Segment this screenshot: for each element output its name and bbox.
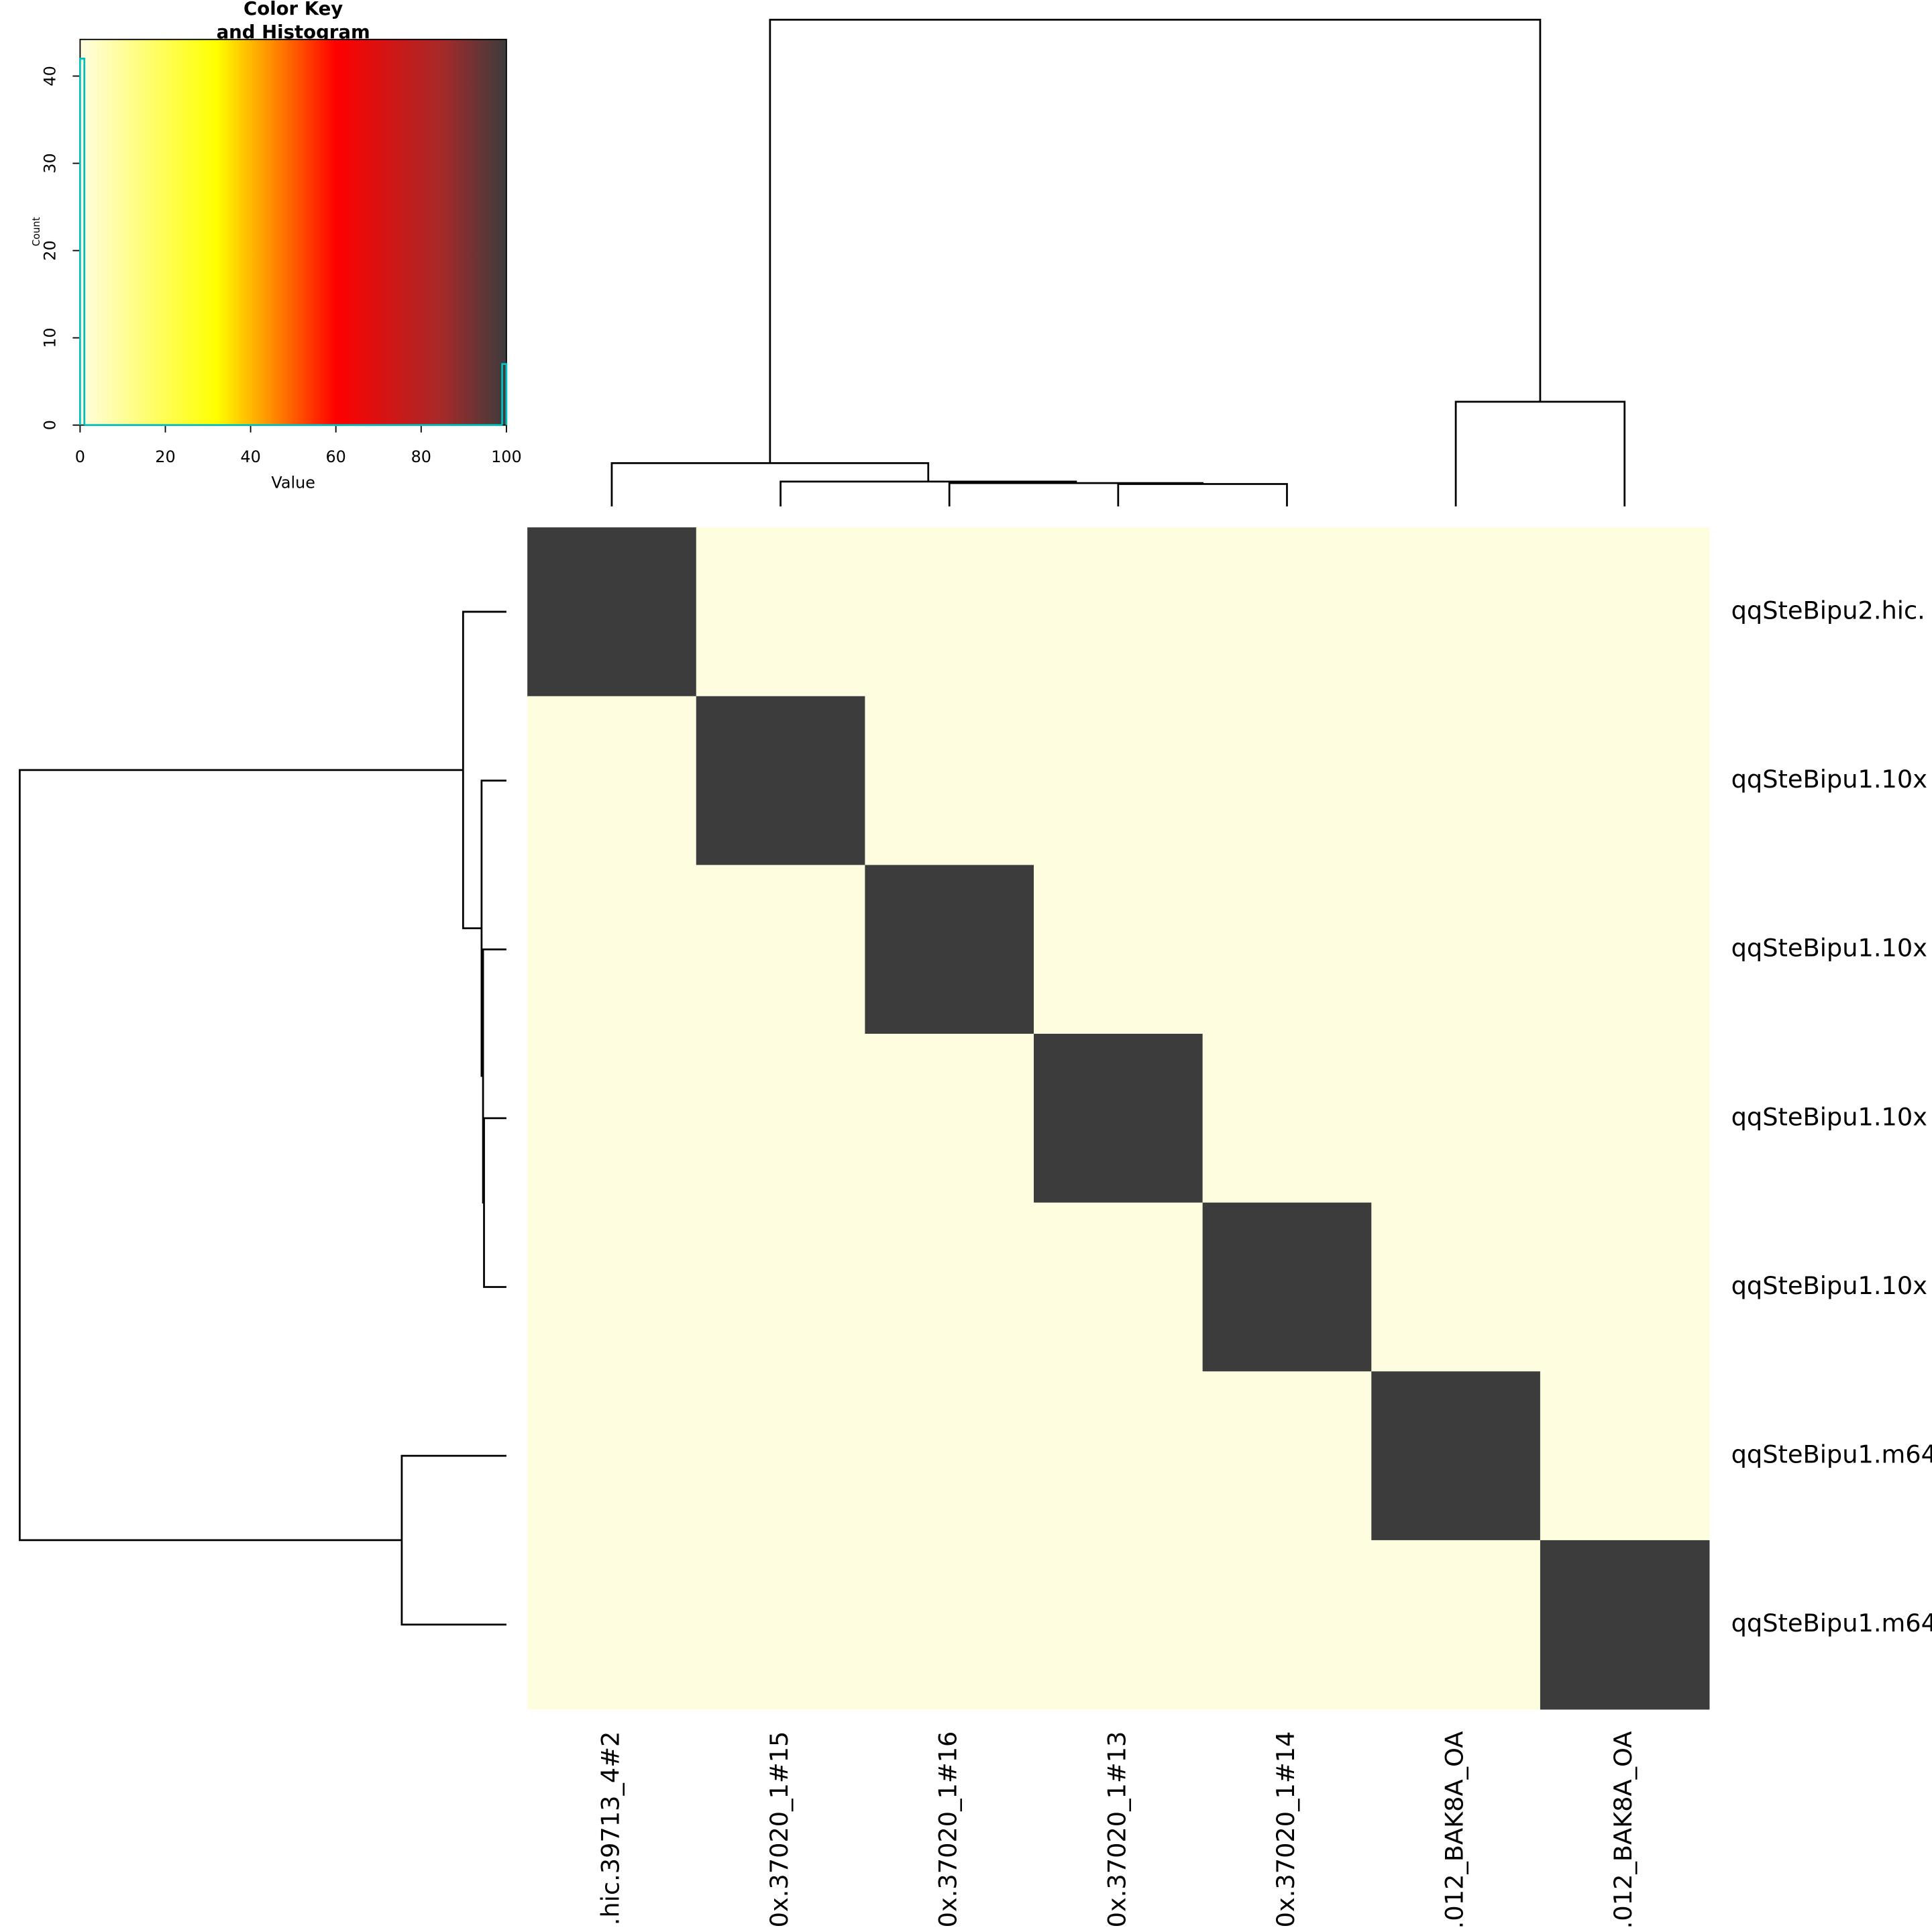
- heatmap-cell: [1540, 696, 1710, 866]
- heatmap-cell: [1540, 865, 1710, 1034]
- column-label: 0x.37020_1#15: [765, 1731, 794, 1928]
- x-tick-label: 20: [155, 447, 175, 466]
- y-tick-label: 30: [41, 153, 60, 173]
- row-dendrogram-link: [480, 780, 506, 1077]
- y-tick-label: 20: [41, 240, 60, 260]
- heatmap-cell: [527, 696, 697, 866]
- heatmap-cell: [1034, 1540, 1203, 1710]
- column-dendrogram-link: [1117, 483, 1288, 506]
- row-label: qqSteBipu1.m64: [1731, 1609, 1932, 1638]
- heatmap-cell: [1202, 527, 1373, 697]
- row-dendrogram-link: [400, 1454, 506, 1626]
- x-tick-label: 60: [326, 447, 346, 466]
- heatmap-cell: [865, 1202, 1034, 1373]
- heatmap-cell: [1371, 1202, 1541, 1373]
- heatmap-cell: [1540, 1202, 1710, 1373]
- row-label: qqSteBipu1.10x: [1731, 934, 1927, 963]
- heatmap-cell: [1202, 1371, 1373, 1541]
- heatmap-cell: [696, 527, 866, 697]
- heatmap-cell: [1034, 1202, 1203, 1373]
- heatmap-cell: [1034, 1371, 1203, 1541]
- heatmap-cell: [865, 865, 1034, 1034]
- heatmap-cell: [696, 696, 866, 866]
- heatmap-cell: [1371, 1371, 1541, 1541]
- heatmap-cell: [527, 1371, 697, 1541]
- heatmap-cell: [1034, 865, 1203, 1034]
- x-tick-label: 100: [491, 447, 522, 466]
- column-dendrogram-link: [610, 462, 930, 506]
- heatmap-cell: [1540, 1034, 1710, 1203]
- row-dendrogram-link: [483, 1117, 506, 1288]
- column-label: 0x.37020_1#13: [1102, 1731, 1131, 1928]
- x-tick-label: 80: [411, 447, 431, 466]
- heatmap-cell: [865, 1371, 1034, 1541]
- heatmap-cell: [1034, 527, 1203, 697]
- heatmap-cell: [696, 1034, 866, 1203]
- heatmap-cell: [696, 865, 866, 1034]
- heatmap-cell: [1540, 527, 1710, 697]
- y-tick-label: 40: [41, 66, 60, 86]
- heatmap-cell: [527, 527, 697, 697]
- heatmap-cell: [696, 1371, 866, 1541]
- column-label: .012_BAK8A_OA: [1609, 1731, 1638, 1929]
- heatmap-cell: [527, 865, 697, 1034]
- y-tick-label: 0: [41, 420, 60, 430]
- heatmap-cell: [865, 1034, 1034, 1203]
- column-dendrogram-link: [1454, 400, 1626, 506]
- heatmap-cell: [696, 1540, 866, 1710]
- row-dendrogram-link: [462, 610, 506, 930]
- heatmap-cell: [1202, 865, 1373, 1034]
- histogram-bar: [79, 58, 86, 425]
- heatmap-cell: [527, 1034, 697, 1203]
- heatmap-cell: [527, 1202, 697, 1373]
- heatmap-cell: [1371, 865, 1541, 1034]
- row-dendrogram-link: [19, 769, 464, 1542]
- column-label: .012_BAK8A_OA: [1440, 1731, 1469, 1929]
- heatmap-cell: [1034, 696, 1203, 866]
- heatmap-cell: [865, 527, 1034, 697]
- heatmap-cell: [1371, 696, 1541, 866]
- column-label: .hic.39713_4#2: [596, 1731, 625, 1926]
- column-dendrogram-link: [948, 482, 1204, 506]
- heatmap-cell: [696, 1202, 866, 1373]
- row-dendrogram-link: [482, 948, 506, 1204]
- heatmap-cell: [1540, 1371, 1710, 1541]
- column-label: 0x.37020_1#16: [934, 1731, 963, 1928]
- heatmap-cell: [865, 1540, 1034, 1710]
- heatmap-cell: [527, 1540, 697, 1710]
- key-x-label: Value: [271, 473, 315, 492]
- row-label: qqSteBipu1.10x: [1731, 1102, 1927, 1131]
- histogram-bar: [501, 363, 508, 425]
- heatmap-cell: [865, 696, 1034, 866]
- heatmap-cell: [1371, 1540, 1541, 1710]
- column-dendrogram-link: [769, 19, 1542, 464]
- heatmap-cell: [1540, 1540, 1710, 1710]
- row-label: qqSteBipu1.10x: [1731, 765, 1927, 794]
- x-tick-label: 0: [75, 447, 85, 466]
- heatmap-cell: [1034, 1034, 1203, 1203]
- x-tick-label: 40: [240, 447, 260, 466]
- key-title: Color Key: [244, 0, 343, 19]
- heatmap-cell: [1202, 1540, 1373, 1710]
- row-label: qqSteBipu1.m64: [1731, 1440, 1932, 1469]
- heatmap-cell: [1371, 527, 1541, 697]
- key-y-label: Count: [31, 217, 42, 246]
- y-tick-label: 10: [41, 327, 60, 347]
- column-dendrogram-link: [780, 480, 1077, 506]
- row-label: qqSteBipu2.hic.: [1731, 596, 1925, 625]
- column-label: 0x.37020_1#14: [1271, 1731, 1300, 1928]
- heatmap-cell: [1202, 1034, 1373, 1203]
- color-key: [79, 38, 507, 426]
- row-label: qqSteBipu1.10x: [1731, 1271, 1927, 1300]
- heatmap-cell: [1202, 1202, 1373, 1373]
- heatmap-cell: [1371, 1034, 1541, 1203]
- heatmap-cell: [1202, 696, 1373, 866]
